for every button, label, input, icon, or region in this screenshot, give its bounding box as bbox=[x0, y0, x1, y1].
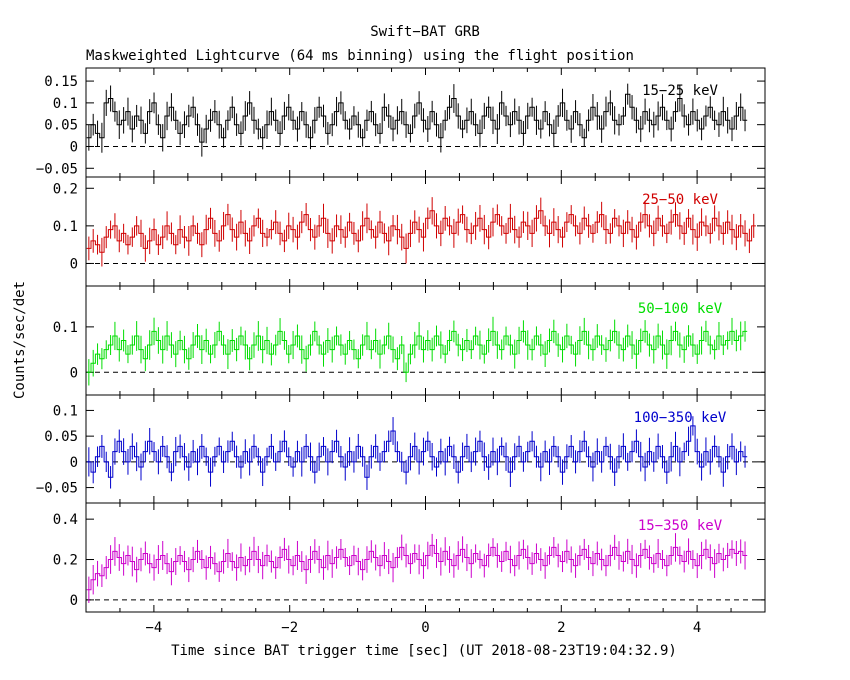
y-tick-label: 0 bbox=[70, 455, 78, 471]
y-tick-label: 0.1 bbox=[53, 96, 78, 112]
chart-title: Swift−BAT GRB bbox=[370, 24, 480, 40]
band-label: 25−50 keV bbox=[642, 192, 718, 208]
series-line bbox=[86, 210, 756, 253]
y-axis-label: Counts/sec/det bbox=[12, 281, 28, 399]
y-tick-label: 0.1 bbox=[53, 219, 78, 235]
series-line bbox=[86, 544, 748, 591]
panel-2: 0 0.1 0.2 25−50 keV bbox=[53, 176, 766, 287]
y-tick-label: 0.1 bbox=[53, 403, 78, 419]
y-tick-label: 0.15 bbox=[44, 74, 78, 90]
x-tick-label: 0 bbox=[421, 620, 429, 636]
panel-4: −0.05 0 0.05 0.1 100−350 keV bbox=[36, 394, 766, 504]
x-tick-label: 2 bbox=[557, 620, 565, 636]
panel-1: −0.05 0 0.05 0.1 0.15 15−25 keV bbox=[36, 67, 766, 178]
panels-group: −0.05 0 0.05 0.1 0.15 15−25 keV 0 0.1 0.2 25−50 k… bbox=[36, 67, 766, 636]
y-tick-label: 0 bbox=[70, 256, 78, 272]
y-tick-label: 0 bbox=[70, 139, 78, 155]
x-tick-label: −2 bbox=[281, 620, 298, 636]
y-tick-label: 0.4 bbox=[53, 512, 78, 528]
y-tick-label: 0.1 bbox=[53, 320, 78, 336]
series-line bbox=[86, 93, 748, 143]
panel-3: 0 0.1 50−100 keV bbox=[53, 285, 766, 396]
y-tick-label: 0.05 bbox=[44, 429, 78, 445]
y-tick-label: 0.2 bbox=[53, 553, 78, 569]
series-line bbox=[86, 330, 748, 373]
x-tick-label: 4 bbox=[693, 620, 701, 636]
band-label: 100−350 keV bbox=[634, 410, 727, 426]
band-label: 15−25 keV bbox=[642, 83, 718, 99]
x-tick-label: −4 bbox=[145, 620, 162, 636]
y-tick-label: 0.2 bbox=[53, 181, 78, 197]
y-tick-label: 0 bbox=[70, 365, 78, 381]
band-label: 15−350 keV bbox=[638, 518, 723, 534]
y-tick-label: 0.05 bbox=[44, 118, 78, 134]
y-tick-label: −0.05 bbox=[36, 481, 78, 497]
y-tick-label: 0 bbox=[70, 593, 78, 609]
y-tick-label: −0.05 bbox=[36, 161, 78, 177]
panel-5: 0 0.2 0.4 15−350 keV bbox=[53, 502, 766, 613]
x-axis-label: Time since BAT trigger time [sec] (UT 20… bbox=[171, 643, 677, 659]
series-line bbox=[86, 425, 748, 478]
chart-subtitle: Maskweighted Lightcurve (64 ms binning) … bbox=[86, 48, 634, 64]
band-label: 50−100 keV bbox=[638, 301, 723, 317]
